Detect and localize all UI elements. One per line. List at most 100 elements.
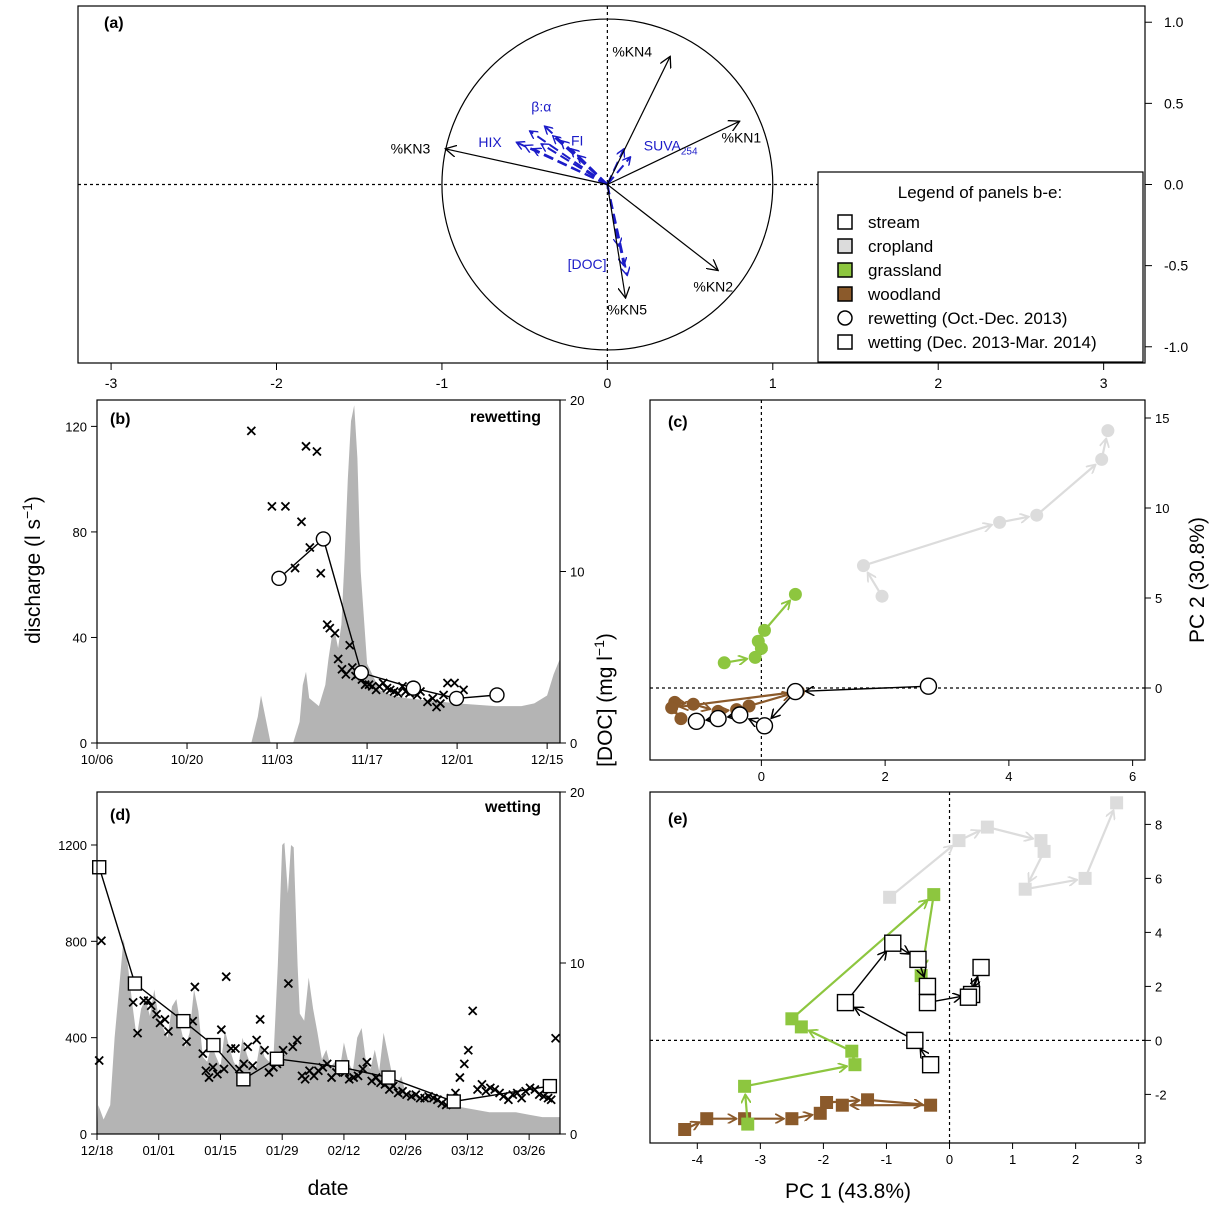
doc-sample-29 bbox=[393, 688, 403, 698]
doc-sample-16 bbox=[204, 1072, 214, 1083]
stream-point-3 bbox=[884, 934, 902, 952]
doc-event-line bbox=[98, 866, 551, 1103]
xtick-label: 0 bbox=[946, 1152, 953, 1167]
doc-sample-20 bbox=[360, 680, 370, 690]
xtick-label: 03/12 bbox=[451, 1143, 484, 1158]
ytick-right-label: 20 bbox=[570, 393, 584, 408]
doc-sample-5 bbox=[301, 441, 311, 451]
xtick-label: -3 bbox=[755, 1152, 767, 1167]
panel-c-frame bbox=[649, 399, 1146, 761]
loading-vector-%KN2 bbox=[606, 184, 718, 271]
doc-event-line bbox=[278, 537, 498, 700]
doc-sample-7 bbox=[312, 446, 322, 457]
xtick-label: 11/03 bbox=[261, 752, 293, 767]
discharge-axis-title: discharge (l s−1) bbox=[19, 496, 45, 644]
doc-event-7 bbox=[381, 1070, 396, 1085]
stream-point-5 bbox=[687, 712, 706, 730]
grassland-point-3 bbox=[845, 1044, 859, 1058]
cropland-segment-0 bbox=[888, 846, 953, 899]
doc-sample-13 bbox=[337, 664, 347, 674]
doc-sample-4 bbox=[296, 517, 307, 527]
ytick-label: 8 bbox=[1155, 817, 1162, 832]
doc-sample-37 bbox=[428, 693, 438, 704]
doc-axis-title: [DOC] (mg l−1) bbox=[591, 633, 617, 767]
grassland-point-1 bbox=[748, 650, 762, 664]
stream-segment-1 bbox=[854, 1007, 916, 1042]
xtick-label: 4 bbox=[1005, 769, 1012, 784]
panel-b-rewetting-timeseries: 10/06 10/20 11/03 11/17 12/01 12/15 0 40 80 120 0 1… bbox=[65, 393, 584, 767]
panel-b-axes: 10/06 10/20 11/03 11/17 12/01 12/15 0 40 80 120 0 1… bbox=[65, 393, 584, 767]
doc-sample-89 bbox=[517, 1093, 527, 1103]
doc-sample-29 bbox=[255, 1014, 265, 1025]
ytick-right-label: 20 bbox=[570, 785, 584, 800]
doc-sample-20 bbox=[219, 1064, 229, 1074]
dom-vector-14 bbox=[606, 184, 627, 276]
dom-vector-3 bbox=[541, 143, 608, 186]
doc-sample-42 bbox=[449, 678, 460, 688]
ytick-left-label: 80 bbox=[73, 525, 87, 540]
doc-event-1 bbox=[315, 531, 332, 547]
doc-sample-18 bbox=[212, 1069, 223, 1079]
panel-b-event-line bbox=[271, 531, 505, 707]
doc-sample-26 bbox=[243, 1042, 253, 1052]
doc-sample-75 bbox=[455, 1072, 465, 1083]
ytick-right-label: 10 bbox=[570, 565, 584, 580]
ytick-left-label: 0 bbox=[80, 736, 87, 751]
legend-marker-2 bbox=[837, 262, 853, 278]
doc-sample-5 bbox=[143, 995, 153, 1006]
series-woodland bbox=[678, 1093, 938, 1136]
doc-event-4 bbox=[236, 1072, 251, 1087]
panel-c-zero-lines bbox=[650, 400, 1145, 760]
woodland-point-1 bbox=[686, 697, 700, 711]
doc-sample-2 bbox=[128, 997, 138, 1007]
grassland-point-6 bbox=[927, 888, 941, 902]
panel-a-y-axis: -1.0 -0.5 0.0 0.5 1.0 bbox=[1145, 14, 1188, 355]
grassland-segment-3 bbox=[809, 1030, 853, 1053]
stream-point-5 bbox=[918, 977, 937, 996]
woodland-point-7 bbox=[924, 1098, 938, 1112]
xtick-label: 2 bbox=[882, 769, 889, 784]
doc-event-9 bbox=[542, 1078, 558, 1094]
cropland-segment-3 bbox=[1036, 465, 1096, 517]
ytick-right-label: 10 bbox=[570, 956, 584, 971]
kn-loading-vectors: %KN4 %KN1 %KN2 %KN5 %KN3 bbox=[391, 43, 762, 317]
doc-event-1 bbox=[127, 976, 143, 991]
legend-label-5: wetting (Dec. 2013-Mar. 2014) bbox=[867, 333, 1097, 352]
grassland-point-0 bbox=[717, 656, 731, 670]
woodland-point-6 bbox=[861, 1093, 875, 1107]
cropland-point-2 bbox=[993, 515, 1007, 529]
doc-sample-8 bbox=[316, 568, 326, 578]
xtick-label: 3 bbox=[1135, 1152, 1142, 1167]
doc-event-8 bbox=[446, 1094, 461, 1109]
doc-sample-36 bbox=[283, 978, 294, 989]
cropland-segment-2 bbox=[987, 826, 1033, 839]
panel-d-discharge-area bbox=[97, 842, 560, 1134]
ytick-left-label: 0 bbox=[80, 1127, 87, 1142]
doc-sample-41 bbox=[442, 678, 453, 688]
a-xtick-label: 3 bbox=[1100, 375, 1108, 391]
doc-sample-30 bbox=[259, 1045, 270, 1055]
cropland-point-6 bbox=[1078, 871, 1092, 885]
stream-segment-0 bbox=[805, 685, 929, 691]
panel-c-label: (c) bbox=[668, 414, 688, 431]
xtick-label: 02/26 bbox=[389, 1143, 422, 1158]
doc-sample-6 bbox=[146, 1001, 156, 1011]
legend-marker-3 bbox=[837, 286, 853, 302]
xtick-label: 12/18 bbox=[81, 1143, 114, 1158]
xtick-label: 01/29 bbox=[266, 1143, 299, 1158]
a-xtick-label: 0 bbox=[603, 375, 611, 391]
xtick-label: -1 bbox=[881, 1152, 893, 1167]
series-grassland bbox=[717, 587, 802, 670]
ytick-left-label: 800 bbox=[65, 934, 87, 949]
cropland-point-7 bbox=[1110, 796, 1124, 810]
grassland-point-2 bbox=[848, 1058, 862, 1072]
woodland-point-5 bbox=[820, 1096, 834, 1109]
a-ytick-label: 0.0 bbox=[1164, 177, 1184, 193]
doc-sample-3 bbox=[132, 1028, 143, 1038]
panel-a-x-axis: -3 -2 -1 0 1 2 3 bbox=[105, 363, 1108, 391]
doc-sample-13 bbox=[190, 982, 200, 992]
cropland-point-1 bbox=[952, 834, 966, 848]
doc-event-2 bbox=[353, 664, 369, 681]
legend-label-0: stream bbox=[868, 213, 920, 232]
xtick-label: -2 bbox=[818, 1152, 830, 1167]
